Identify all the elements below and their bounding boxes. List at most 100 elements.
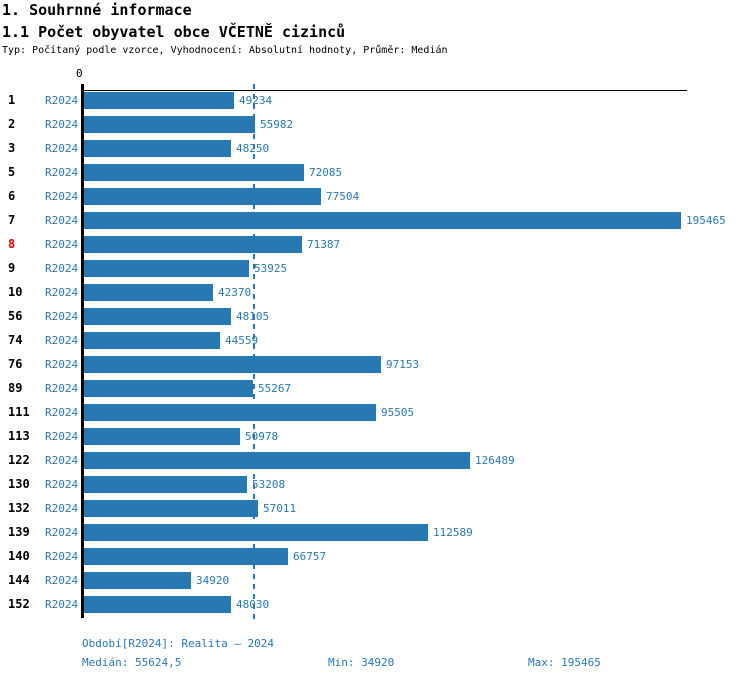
chart-row: 3 R2024 48250 (0, 140, 750, 157)
chart-row: 122 R2024 126489 (0, 452, 750, 469)
row-series-label: R2024 (45, 382, 79, 395)
row-series-label: R2024 (45, 190, 79, 203)
row-category-label: 7 (8, 213, 16, 227)
row-category-label: 113 (8, 429, 30, 443)
row-series-label: R2024 (45, 406, 79, 419)
chart-row: 74 R2024 44559 (0, 332, 750, 349)
bar (84, 188, 321, 205)
chart-rows: 1 R2024 49234 2 R2024 55982 3 R2024 48250 5 R2024 7… (0, 92, 750, 622)
bar (84, 428, 240, 445)
bar (84, 500, 258, 517)
chart-row: 152 R2024 48030 (0, 596, 750, 613)
bar-value-label: 42370 (218, 286, 252, 299)
row-category-label: 130 (8, 477, 30, 491)
row-series-label: R2024 (45, 238, 79, 251)
row-series-label: R2024 (45, 430, 79, 443)
bar-value-label: 97153 (386, 358, 420, 371)
bar (84, 284, 213, 301)
row-category-label: 9 (8, 261, 16, 275)
row-series-label: R2024 (45, 526, 79, 539)
row-category-label: 6 (8, 189, 16, 203)
bar-value-label: 44559 (225, 334, 259, 347)
bar-value-label: 34920 (196, 574, 230, 587)
chart-row: 1 R2024 49234 (0, 92, 750, 109)
bar (84, 212, 681, 229)
bar (84, 260, 249, 277)
median-reference-line (253, 84, 255, 621)
row-category-label: 10 (8, 285, 23, 299)
chart-row: 2 R2024 55982 (0, 116, 750, 133)
bar (84, 140, 231, 157)
row-category-label: 144 (8, 573, 30, 587)
row-category-label: 140 (8, 549, 30, 563)
row-series-label: R2024 (45, 94, 79, 107)
row-category-label: 111 (8, 405, 30, 419)
chart-row: 144 R2024 34920 (0, 572, 750, 589)
row-category-label: 152 (8, 597, 30, 611)
chart-row: 132 R2024 57011 (0, 500, 750, 517)
row-category-label: 139 (8, 525, 30, 539)
chart-row: 76 R2024 97153 (0, 356, 750, 373)
bar (84, 572, 191, 589)
bar-value-label: 48250 (236, 142, 270, 155)
row-series-label: R2024 (45, 262, 79, 275)
row-category-label: 76 (8, 357, 23, 371)
chart-row: 130 R2024 53208 (0, 476, 750, 493)
row-category-label: 3 (8, 141, 16, 155)
bar (84, 452, 470, 469)
row-series-label: R2024 (45, 142, 79, 155)
chart-row: 9 R2024 53925 (0, 260, 750, 277)
row-category-label: 5 (8, 165, 16, 179)
row-series-label: R2024 (45, 598, 79, 611)
row-series-label: R2024 (45, 118, 79, 131)
row-series-label: R2024 (45, 334, 79, 347)
axis-zero-tick-label: 0 (76, 67, 83, 80)
row-category-label: 74 (8, 333, 23, 347)
bar (84, 404, 376, 421)
row-series-label: R2024 (45, 358, 79, 371)
chart-row: 8 R2024 71387 (0, 236, 750, 253)
bar (84, 356, 381, 373)
bar-value-label: 57011 (263, 502, 297, 515)
row-category-label: 8 (8, 237, 16, 251)
bar (84, 524, 428, 541)
row-series-label: R2024 (45, 166, 79, 179)
footer-max-label: Max: 195465 (528, 656, 601, 669)
bar (84, 476, 247, 493)
row-series-label: R2024 (45, 214, 79, 227)
chart-row: 10 R2024 42370 (0, 284, 750, 301)
bar-value-label: 53925 (254, 262, 288, 275)
bar (84, 596, 231, 613)
bar-value-label: 77504 (326, 190, 360, 203)
row-series-label: R2024 (45, 574, 79, 587)
bar-value-label: 71387 (307, 238, 341, 251)
bar-value-label: 48105 (236, 310, 270, 323)
row-category-label: 56 (8, 309, 23, 323)
bar (84, 332, 220, 349)
x-axis-line (82, 90, 687, 91)
chart-row: 6 R2024 77504 (0, 188, 750, 205)
bar-value-label: 49234 (239, 94, 273, 107)
row-series-label: R2024 (45, 478, 79, 491)
chart-row: 113 R2024 50978 (0, 428, 750, 445)
bar (84, 164, 304, 181)
row-category-label: 122 (8, 453, 30, 467)
bar-value-label: 95505 (381, 406, 415, 419)
bar (84, 236, 302, 253)
footer-period-label: Období[R2024]: Realita – 2024 (82, 637, 275, 650)
chart-row: 139 R2024 112589 (0, 524, 750, 541)
bar-value-label: 126489 (475, 454, 515, 467)
row-category-label: 1 (8, 93, 16, 107)
bar (84, 380, 253, 397)
bar (84, 548, 288, 565)
chart-row: 140 R2024 66757 (0, 548, 750, 565)
row-category-label: 132 (8, 501, 30, 515)
row-series-label: R2024 (45, 310, 79, 323)
bar (84, 92, 234, 109)
bar (84, 116, 255, 133)
y-axis-line (81, 84, 84, 618)
section-title: 1. Souhrnné informace (2, 1, 192, 19)
bar-value-label: 66757 (293, 550, 327, 563)
row-series-label: R2024 (45, 454, 79, 467)
